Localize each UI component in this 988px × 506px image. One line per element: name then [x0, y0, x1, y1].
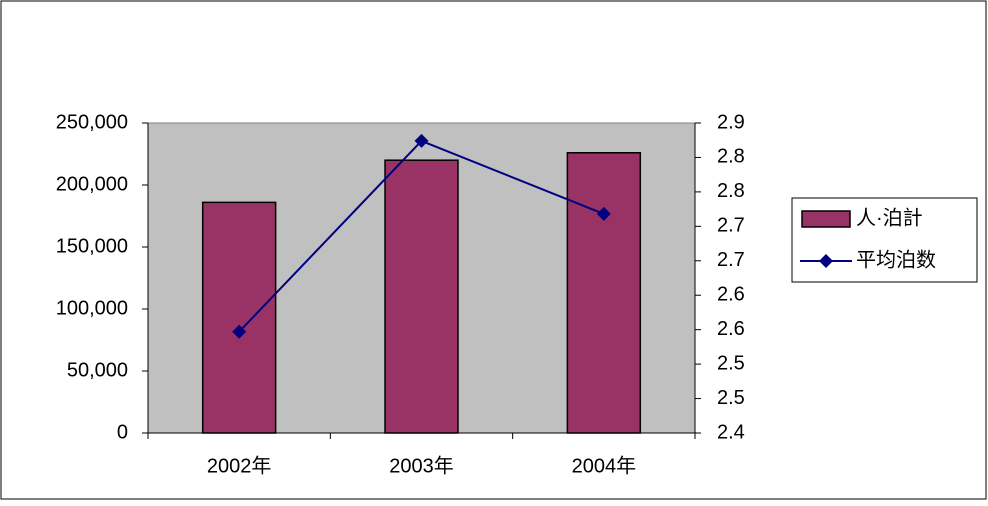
y2-tick-label: 2.7 [717, 249, 745, 271]
legend-label: 人·泊計 [856, 206, 923, 229]
y2-tick-label: 2.8 [717, 146, 745, 168]
x-tick-label: 2002年 [207, 454, 272, 477]
y-tick-label: 200,000 [56, 173, 128, 195]
legend-marker [819, 254, 833, 268]
bar [201, 201, 277, 434]
y2-tick-label: 2.5 [717, 387, 745, 409]
bar [384, 159, 459, 434]
y2-tick-label: 2.4 [717, 421, 745, 443]
y2-tick-label: 2.9 [717, 111, 745, 133]
x-tick-label: 2004年 [572, 454, 637, 477]
bar [566, 152, 642, 434]
y-tick-label: 0 [117, 421, 128, 443]
marker [232, 324, 247, 339]
marker [596, 206, 611, 221]
x-tick-label: 2003年 [389, 454, 454, 477]
y2-tick-label: 2.6 [717, 284, 745, 306]
y2-tick-label: 2.5 [717, 352, 745, 374]
y2-tick-label: 2.8 [717, 180, 745, 202]
y-tick-label: 50,000 [67, 359, 128, 381]
y-tick-label: 100,000 [56, 297, 128, 319]
y-tick-label: 150,000 [56, 235, 128, 257]
legend-label: 平均泊数 [856, 248, 936, 271]
legend-swatch [801, 210, 851, 228]
y2-tick-label: 2.7 [717, 215, 745, 237]
y2-tick-label: 2.6 [717, 318, 745, 340]
marker [414, 133, 429, 148]
y-tick-label: 250,000 [56, 111, 128, 133]
